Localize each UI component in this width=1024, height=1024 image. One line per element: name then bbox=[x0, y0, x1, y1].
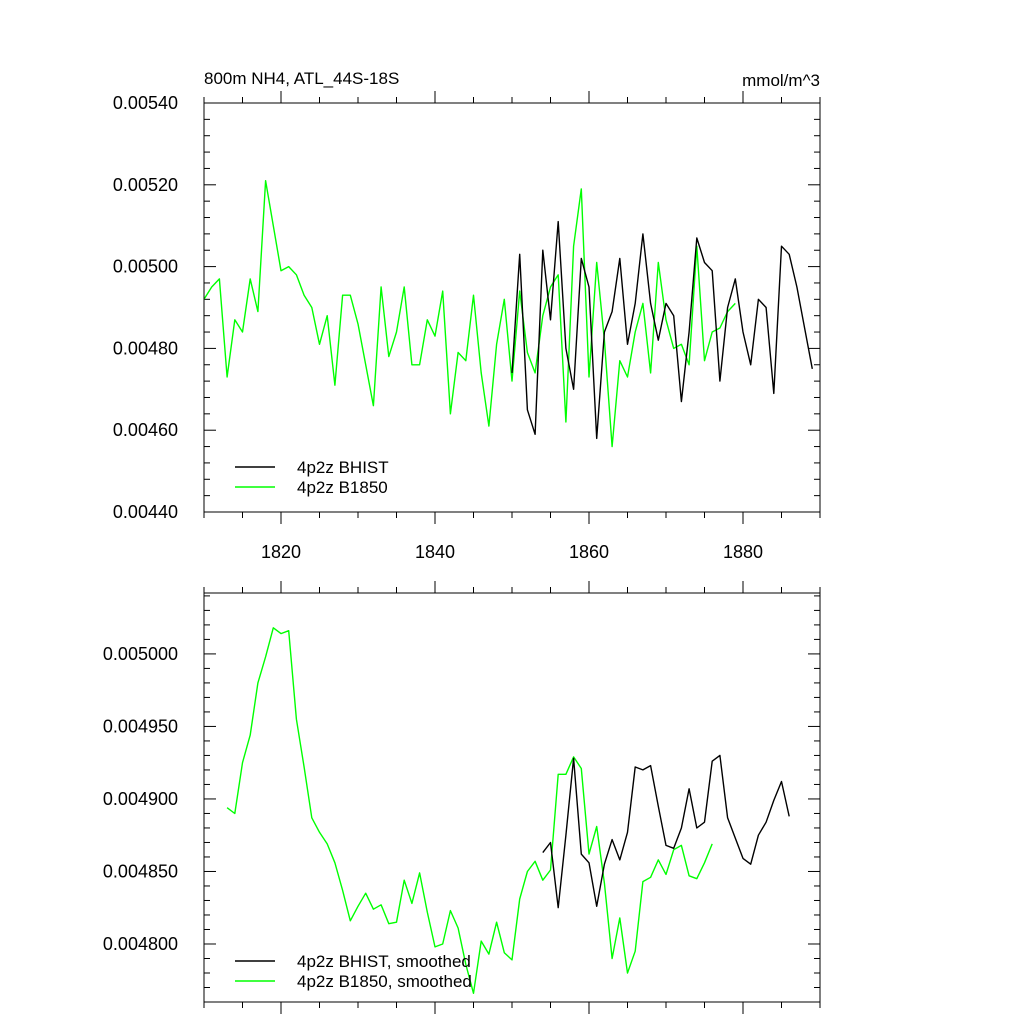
legend-label: 4p2z BHIST, smoothed bbox=[297, 952, 471, 971]
y-tick-label: 0.00520 bbox=[113, 175, 178, 195]
y-tick-label: 0.004850 bbox=[103, 861, 178, 881]
legend-label: 4p2z B1850, smoothed bbox=[297, 972, 472, 991]
y-tick-label: 0.00500 bbox=[113, 257, 178, 277]
x-tick-label: 1860 bbox=[569, 542, 609, 562]
x-tick-label: 1880 bbox=[723, 542, 763, 562]
y-tick-label: 0.00480 bbox=[113, 338, 178, 358]
y-tick-label: 0.004800 bbox=[103, 934, 178, 954]
chart-units-label: mmol/m^3 bbox=[742, 71, 820, 90]
top-plot-frame bbox=[203, 102, 821, 513]
series-line-bhist bbox=[542, 754, 790, 909]
x-tick-label: 1820 bbox=[261, 542, 301, 562]
x-tick-label: 1840 bbox=[415, 542, 455, 562]
series-line-b1850 bbox=[226, 627, 713, 994]
legend-label: 4p2z BHIST bbox=[297, 458, 389, 477]
top-lines-group bbox=[203, 179, 813, 448]
y-tick-label: 0.004900 bbox=[103, 789, 178, 809]
bottom-lines-group bbox=[226, 627, 790, 994]
y-tick-label: 0.00460 bbox=[113, 420, 178, 440]
y-tick-label: 0.005000 bbox=[103, 644, 178, 664]
bottom-ticks-group: 0.004800 0.004850 0.004900 0.004950 0.005000 bbox=[103, 581, 821, 1014]
chart-title: 800m NH4, ATL_44S-18S bbox=[204, 69, 399, 88]
y-tick-label: 0.004950 bbox=[103, 716, 178, 736]
y-tick-label: 0.00440 bbox=[113, 502, 178, 522]
top-ticks-group: 1820 1840 1860 1880 0.00440 0.00460 0.00480 0.0… bbox=[113, 91, 821, 562]
y-tick-label: 0.00540 bbox=[113, 93, 178, 113]
bottom-plot-frame bbox=[203, 592, 821, 1003]
bottom-chart-panel: 0.004800 0.004850 0.004900 0.004950 0.005000… bbox=[103, 581, 821, 1014]
series-line-b1850 bbox=[203, 179, 736, 448]
legend-label: 4p2z B1850 bbox=[297, 478, 388, 497]
series-line-bhist bbox=[511, 220, 813, 440]
top-chart-panel: 800m NH4, ATL_44S-18S mmol/m^3 1820 1840 1… bbox=[113, 69, 821, 562]
